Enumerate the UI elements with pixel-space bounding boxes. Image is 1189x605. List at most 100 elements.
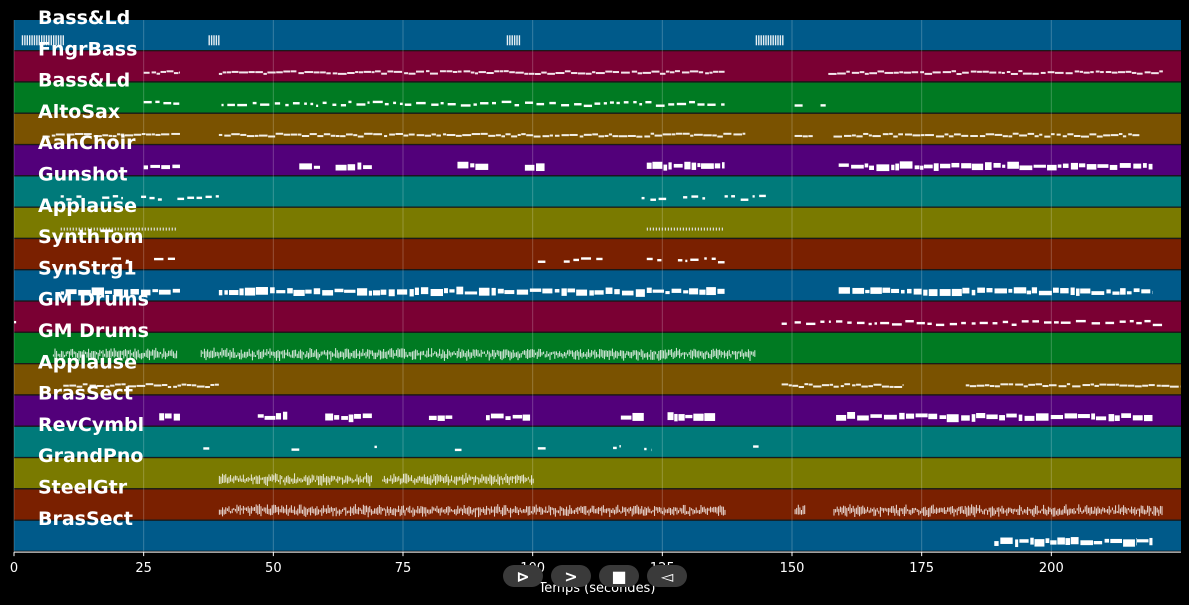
track-label: BrasSect — [38, 508, 133, 530]
track-label: FngrBass — [38, 38, 137, 60]
note-segment — [208, 35, 220, 46]
note-segment — [177, 195, 219, 201]
note-segment — [154, 257, 175, 261]
track-lane — [14, 82, 1181, 113]
track-lane — [14, 395, 1181, 426]
note-segment — [159, 413, 180, 421]
note-segment — [221, 100, 725, 108]
note-segment — [428, 415, 453, 421]
note-segment — [833, 504, 1163, 518]
note-segment — [833, 132, 1140, 138]
track-lane — [14, 113, 1181, 144]
x-tick-label: 0 — [10, 561, 18, 576]
track-label: Applause — [38, 195, 137, 217]
x-tick-label: 200 — [1039, 561, 1064, 576]
rewind-button[interactable]: ⊳ — [503, 565, 543, 587]
track-label: Gunshot — [38, 164, 128, 186]
x-tick-label: 25 — [135, 561, 152, 576]
note-segment — [382, 472, 534, 486]
note-segment — [42, 132, 180, 138]
note-segment — [143, 70, 180, 75]
note-segment — [994, 537, 1137, 548]
play-button[interactable]: > — [551, 565, 591, 587]
note-segment — [143, 100, 180, 105]
note-segment — [683, 195, 706, 200]
note-segment — [218, 70, 725, 75]
track-label: SteelGtr — [38, 477, 128, 499]
x-tick-label: 75 — [395, 561, 412, 576]
grid-lines — [13, 20, 1052, 553]
note-segment — [218, 132, 746, 138]
note-segment — [457, 161, 489, 170]
note-segment — [335, 162, 372, 171]
note-segment — [63, 383, 219, 389]
track-lanes — [14, 20, 1181, 553]
note-marks — [14, 35, 1181, 548]
note-segment — [52, 347, 178, 362]
note-segment — [112, 257, 129, 263]
track-lane — [14, 207, 1181, 238]
track-labels: Bass&Ld FngrBass Bass&Ld AltoSax AahChoir Gun… — [38, 7, 149, 530]
note-segment — [794, 104, 803, 107]
track-lane — [14, 426, 1181, 457]
note-segment — [755, 35, 784, 46]
track-lane — [14, 20, 1181, 50]
note-segment — [753, 445, 759, 448]
note-segment — [60, 195, 82, 201]
track-label: RevCymbl — [38, 414, 144, 436]
note-segment — [60, 227, 176, 231]
note-segment — [828, 70, 1163, 76]
note-segment — [537, 447, 546, 450]
note-segment — [613, 445, 621, 450]
note-segment — [506, 35, 521, 46]
track-label: Applause — [38, 351, 137, 373]
note-segment — [102, 195, 123, 200]
note-segment — [838, 161, 1153, 172]
note-segment — [257, 411, 288, 420]
note-segment — [781, 383, 904, 388]
note-segment — [200, 347, 756, 361]
note-segment — [794, 504, 806, 515]
note-segment — [781, 322, 787, 325]
note-segment — [677, 257, 725, 264]
track-lane — [14, 176, 1181, 207]
track-label: GrandPno — [38, 445, 143, 467]
note-segment — [218, 286, 725, 297]
note-segment — [485, 413, 531, 421]
note-segment — [60, 287, 180, 297]
x-tick-label: 150 — [780, 561, 805, 576]
note-segment — [374, 445, 377, 449]
note-segment — [836, 411, 1153, 423]
note-segment — [454, 448, 462, 452]
x-tick-label: 175 — [909, 561, 934, 576]
note-segment — [644, 447, 652, 452]
track-lane — [14, 458, 1181, 489]
play-icon: > — [564, 566, 578, 586]
track-label: AltoSax — [38, 101, 120, 123]
track-lane — [14, 239, 1181, 270]
note-segment — [537, 260, 546, 263]
track-label: BrasSect — [38, 383, 133, 405]
note-segment — [21, 35, 64, 46]
note-segment — [838, 287, 1153, 297]
stop-icon: ■ — [611, 566, 627, 586]
note-segment — [820, 104, 826, 107]
track-lane — [14, 270, 1181, 301]
note-segment — [1136, 537, 1153, 546]
track-label: SynStrg1 — [38, 257, 137, 279]
track-label: Bass&Ld — [38, 70, 130, 92]
note-segment — [563, 257, 603, 263]
track-lane — [14, 145, 1181, 176]
note-segment — [141, 195, 162, 201]
note-segment — [143, 164, 180, 170]
stop-button[interactable]: ■ — [599, 565, 639, 587]
back-button[interactable]: ◅ — [647, 565, 687, 587]
note-segment — [794, 319, 1163, 327]
track-label: GM Drums — [38, 289, 149, 311]
track-label: GM Drums — [38, 320, 149, 342]
note-segment — [620, 412, 644, 421]
track-label: Bass&Ld — [38, 7, 130, 29]
note-segment — [524, 163, 545, 172]
note-segment — [724, 194, 766, 201]
